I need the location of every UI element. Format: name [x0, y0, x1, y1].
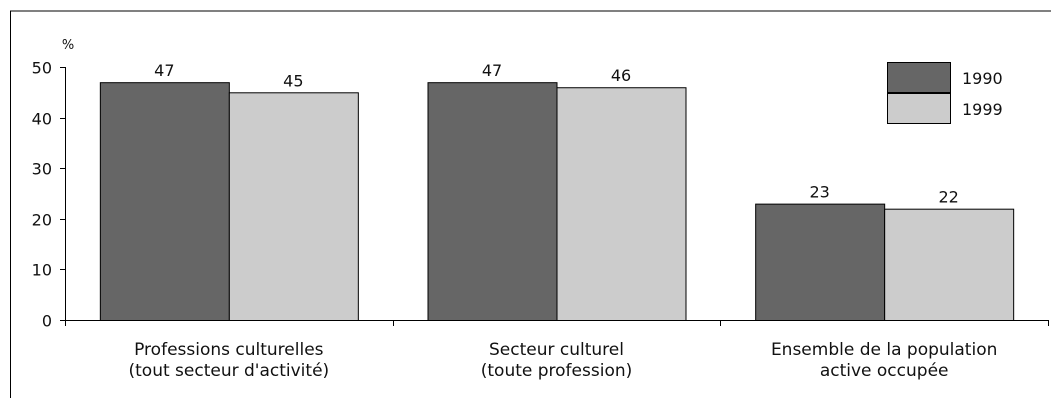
- bar-1990-2: [427, 82, 558, 322]
- bar-1990-1: [99, 82, 230, 322]
- category-label: Professions culturelles: [134, 340, 324, 360]
- category-label: (tout secteur d'activité): [129, 361, 330, 381]
- legend: 1990 1999: [887, 62, 1003, 124]
- y-tick-label: 20: [32, 211, 52, 230]
- y-tick-label: 50: [32, 59, 52, 78]
- y-tick-label: 10: [32, 261, 52, 280]
- category-labels: Professions culturelles(tout secteur d'a…: [129, 340, 998, 381]
- y-tick-label: 40: [32, 110, 52, 129]
- bars: [99, 82, 1015, 322]
- value-labels: 47 45 47 46 23 22: [154, 61, 959, 207]
- category-label: active occupée: [820, 361, 949, 381]
- bar-1999-3: [884, 208, 1015, 321]
- x-category-ticks: [65, 320, 1049, 326]
- y-tick-label: 0: [42, 312, 52, 331]
- value-label-1990-2: 47: [482, 61, 502, 80]
- value-label-1999-3: 22: [938, 188, 958, 207]
- bar-1999-1: [228, 92, 359, 321]
- category-label: Ensemble de la population: [771, 340, 997, 360]
- bar-1999-2: [556, 87, 687, 321]
- legend-swatch-1990: [887, 62, 951, 93]
- value-label-1999-1: 45: [283, 71, 303, 90]
- legend-label-1999: 1999: [962, 100, 1003, 119]
- y-tick-label: 30: [32, 160, 52, 179]
- legend-label-1990: 1990: [962, 69, 1003, 88]
- value-label-1990-1: 47: [154, 61, 174, 80]
- y-ticks: 0 10 20 30 40 50: [32, 59, 65, 331]
- category-label: Secteur culturel: [489, 340, 624, 360]
- legend-swatch-1999: [887, 93, 951, 124]
- value-label-1990-3: 23: [809, 183, 829, 202]
- value-label-1999-2: 46: [611, 66, 631, 85]
- category-label: (toute profession): [481, 361, 633, 381]
- y-unit-label: %: [62, 38, 74, 53]
- bar-1990-3: [755, 203, 886, 321]
